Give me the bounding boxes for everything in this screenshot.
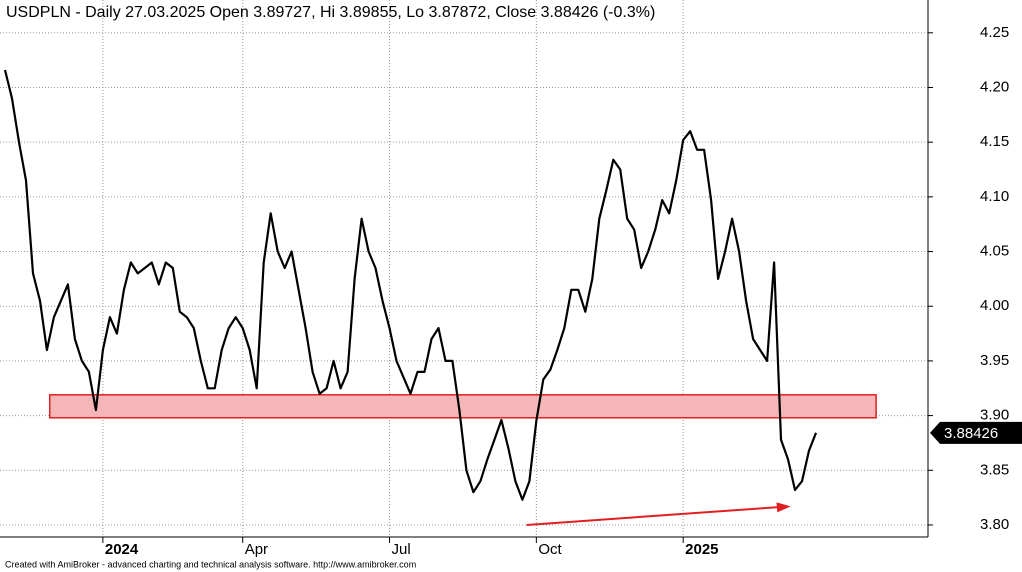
grid — [0, 0, 928, 537]
y-tick-label: 4.25 — [980, 24, 1009, 41]
last-value-label: 3.88426 — [944, 425, 998, 442]
price-line — [3, 69, 818, 501]
x-tick-label: Jul — [392, 541, 411, 558]
y-tick-label: 4.10 — [980, 188, 1009, 205]
x-tick-label: 2024 — [105, 541, 139, 558]
y-tick-label: 4.05 — [980, 243, 1009, 260]
trend-arrow — [526, 505, 781, 526]
y-tick-label: 3.85 — [980, 461, 1009, 478]
footer: Created with AmiBroker - advanced charti… — [5, 559, 416, 569]
y-tick-label: 3.80 — [980, 516, 1009, 533]
y-tick-label: 4.20 — [980, 78, 1009, 95]
last-value-box — [930, 421, 1022, 444]
chart-title: USDPLN - Daily 27.03.2025 Open 3.89727, … — [6, 4, 655, 21]
y-tick-label: 4.15 — [980, 133, 1009, 150]
y-tick-label: 3.90 — [980, 407, 1009, 424]
y-tick-label: 3.95 — [980, 352, 1009, 369]
arrow-head — [776, 502, 791, 513]
support-zone — [48, 394, 877, 419]
x-tick-label: Oct — [538, 541, 562, 558]
x-tick-label: 2025 — [685, 541, 718, 558]
plot — [3, 69, 877, 526]
y-tick-label: 4.00 — [980, 297, 1009, 314]
x-tick-label: Apr — [245, 541, 268, 558]
